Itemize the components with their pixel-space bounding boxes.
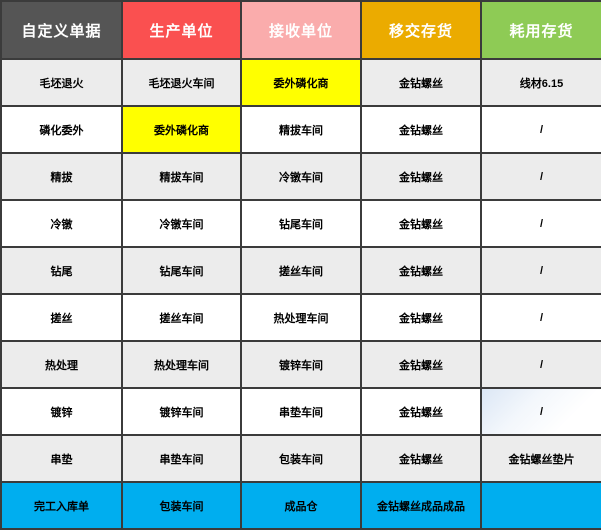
table-cell-custom_doc[interactable]: 串垫	[0, 434, 123, 483]
table-cell-production_unit[interactable]: 精拔车间	[121, 152, 242, 201]
table-cell-receiving_unit[interactable]: 搓丝车间	[240, 246, 362, 295]
table-cell-production_unit[interactable]: 搓丝车间	[121, 293, 242, 342]
table-cell-production_unit[interactable]: 镀锌车间	[121, 387, 242, 436]
table-row[interactable]: 精拔 精拔车间 冷镦车间 金钻螺丝 /	[0, 152, 601, 201]
table-cell-custom_doc[interactable]: 毛坯退火	[0, 58, 123, 107]
table-cell-transfer_inventory[interactable]: 金钻螺丝成品成品	[360, 481, 482, 530]
table-cell-consumed_inventory[interactable]: /	[480, 105, 601, 154]
table-cell-transfer_inventory[interactable]: 金钻螺丝	[360, 105, 482, 154]
table-row[interactable]: 钻尾 钻尾车间 搓丝车间 金钻螺丝 /	[0, 246, 601, 295]
table-row[interactable]: 搓丝 搓丝车间 热处理车间 金钻螺丝 /	[0, 293, 601, 342]
table-row[interactable]: 串垫 串垫车间 包装车间 金钻螺丝 金钻螺丝垫片	[0, 434, 601, 483]
table-row[interactable]: 毛坯退火 毛坯退火车间 委外磷化商 金钻螺丝 线材6.15	[0, 58, 601, 107]
table-cell-transfer_inventory[interactable]: 金钻螺丝	[360, 387, 482, 436]
table-cell-transfer_inventory[interactable]: 金钻螺丝	[360, 340, 482, 389]
table-cell-production_unit[interactable]: 包装车间	[121, 481, 242, 530]
table-cell-consumed_inventory[interactable]: /	[480, 152, 601, 201]
table-cell-receiving_unit[interactable]: 精拔车间	[240, 105, 362, 154]
header-row: 自定义单据 生产单位 接收单位 移交存货 耗用存货	[0, 0, 601, 60]
table-cell-consumed_inventory[interactable]: /	[480, 246, 601, 295]
table-cell-custom_doc[interactable]: 冷镦	[0, 199, 123, 248]
table-cell-transfer_inventory[interactable]: 金钻螺丝	[360, 199, 482, 248]
column-header-transfer-inventory[interactable]: 移交存货	[360, 0, 482, 60]
table-row[interactable]: 磷化委外 委外磷化商 精拔车间 金钻螺丝 /	[0, 105, 601, 154]
table-cell-receiving_unit[interactable]: 委外磷化商	[240, 58, 362, 107]
table-cell-custom_doc[interactable]: 钻尾	[0, 246, 123, 295]
table-cell-consumed_inventory[interactable]: 线材6.15	[480, 58, 601, 107]
table-cell-transfer_inventory[interactable]: 金钻螺丝	[360, 293, 482, 342]
table-cell-receiving_unit[interactable]: 冷镦车间	[240, 152, 362, 201]
table-cell-production_unit[interactable]: 毛坯退火车间	[121, 58, 242, 107]
table-cell-transfer_inventory[interactable]: 金钻螺丝	[360, 58, 482, 107]
table-cell-consumed_inventory[interactable]: /	[480, 199, 601, 248]
table-cell-receiving_unit[interactable]: 钻尾车间	[240, 199, 362, 248]
table-cell-custom_doc[interactable]: 完工入库单	[0, 481, 123, 530]
column-header-production-unit[interactable]: 生产单位	[121, 0, 242, 60]
table-body: 毛坯退火 毛坯退火车间 委外磷化商 金钻螺丝 线材6.15 磷化委外 委外磷化商 精拔车间 金钻…	[0, 58, 601, 530]
table-row[interactable]: 镀锌 镀锌车间 串垫车间 金钻螺丝 /	[0, 387, 601, 436]
table-cell-production_unit[interactable]: 热处理车间	[121, 340, 242, 389]
table-cell-consumed_inventory[interactable]: 金钻螺丝垫片	[480, 434, 601, 483]
table-cell-transfer_inventory[interactable]: 金钻螺丝	[360, 434, 482, 483]
table-cell-production_unit[interactable]: 串垫车间	[121, 434, 242, 483]
table-cell-custom_doc[interactable]: 镀锌	[0, 387, 123, 436]
column-header-custom-doc[interactable]: 自定义单据	[0, 0, 123, 60]
table-header: 自定义单据 生产单位 接收单位 移交存货 耗用存货	[0, 0, 601, 60]
table-cell-consumed_inventory[interactable]: /	[480, 340, 601, 389]
table-cell-receiving_unit[interactable]: 热处理车间	[240, 293, 362, 342]
table-cell-consumed_inventory[interactable]: /	[480, 387, 601, 436]
table-cell-custom_doc[interactable]: 热处理	[0, 340, 123, 389]
table-cell-custom_doc[interactable]: 搓丝	[0, 293, 123, 342]
table-row[interactable]: 完工入库单 包装车间 成品仓 金钻螺丝成品成品	[0, 481, 601, 530]
table-cell-consumed_inventory[interactable]: /	[480, 293, 601, 342]
column-header-consumed-inventory[interactable]: 耗用存货	[480, 0, 601, 60]
table-cell-receiving_unit[interactable]: 包装车间	[240, 434, 362, 483]
table-cell-receiving_unit[interactable]: 镀锌车间	[240, 340, 362, 389]
table-row[interactable]: 热处理 热处理车间 镀锌车间 金钻螺丝 /	[0, 340, 601, 389]
table-cell-receiving_unit[interactable]: 成品仓	[240, 481, 362, 530]
table-cell-custom_doc[interactable]: 磷化委外	[0, 105, 123, 154]
table-cell-transfer_inventory[interactable]: 金钻螺丝	[360, 246, 482, 295]
table-cell-transfer_inventory[interactable]: 金钻螺丝	[360, 152, 482, 201]
table-cell-production_unit[interactable]: 钻尾车间	[121, 246, 242, 295]
table-cell-production_unit[interactable]: 冷镦车间	[121, 199, 242, 248]
table-row[interactable]: 冷镦 冷镦车间 钻尾车间 金钻螺丝 /	[0, 199, 601, 248]
table-cell-receiving_unit[interactable]: 串垫车间	[240, 387, 362, 436]
table-cell-production_unit[interactable]: 委外磷化商	[121, 105, 242, 154]
column-header-receiving-unit[interactable]: 接收单位	[240, 0, 362, 60]
table-cell-consumed_inventory[interactable]	[480, 481, 601, 530]
table-cell-custom_doc[interactable]: 精拔	[0, 152, 123, 201]
